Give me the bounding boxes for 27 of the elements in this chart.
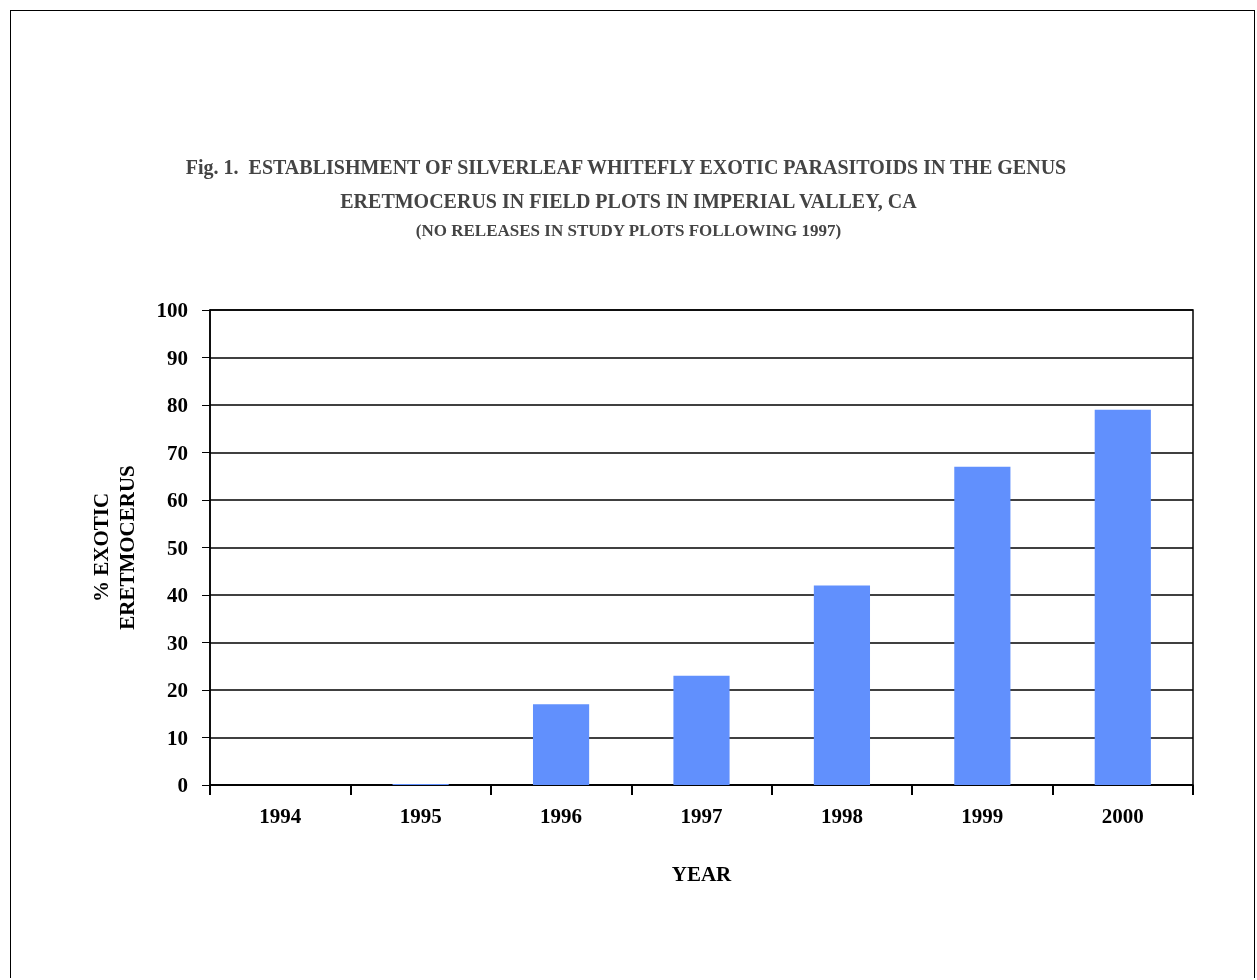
bar [954,466,1011,785]
chart-title: Fig. 1. ESTABLISHMENT OF SILVERLEAF WHITEFLY EXOTIC PARASITOIDS IN THE GENUS ERETMOCERUS IN FIELD PLOTS IN IMPERIAL VALLEY, CA [185,156,1072,212]
chart-subtitle: (NO RELEASES IN STUDY PLOTS FOLLOWING 1997) [415,221,842,240]
x-tick-label: 1997 [680,803,723,828]
x-tick-label: 1995 [399,803,442,828]
x-tick-label: 2000 [1101,803,1144,828]
bar [532,704,590,785]
y-axis-title: % EXOTIC ERETMOCERUS [89,465,139,630]
x-tick-label: 1998 [820,803,863,828]
y-tick-label: 100 [156,298,188,322]
bar [813,585,871,785]
y-tick-label: 10 [167,725,188,750]
y-tick-label: 20 [167,678,188,702]
y-tick-label: 50 [167,535,188,560]
x-tick-label: 1996 [540,803,583,828]
y-tick-label: 90 [167,345,188,370]
y-tick-label: 0 [177,773,188,797]
x-tick-label: 1994 [259,803,302,828]
x-axis-title: YEAR [671,861,733,886]
y-tick-label: 40 [167,583,188,607]
y-tick-label: 70 [167,440,188,465]
bar [1094,409,1151,785]
y-tick-label: 30 [167,630,188,655]
x-tick-label: 1999 [961,803,1004,828]
bar [673,675,730,785]
y-tick-label: 60 [167,488,188,512]
y-tick-label: 80 [167,393,188,417]
